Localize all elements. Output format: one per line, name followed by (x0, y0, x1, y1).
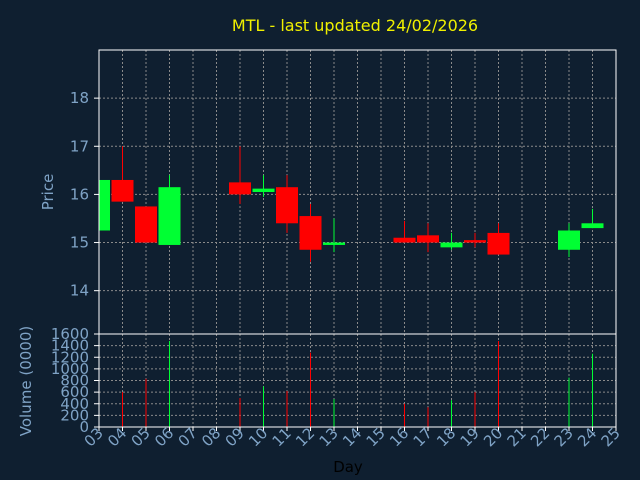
price-candles (98, 146, 604, 262)
candle-body (581, 223, 604, 229)
candle-body (229, 182, 251, 195)
price-y-tick-label: 14 (70, 282, 89, 300)
price-y-ticks: 14 15 16 17 18 (70, 89, 99, 300)
price-y-tick-label: 16 (70, 185, 89, 203)
volume-y-tick-label: 1200 (51, 348, 89, 366)
candle-body (487, 232, 510, 255)
candle-body (299, 216, 322, 250)
volume-axis-label: Volume (0000) (17, 326, 35, 436)
volume-y-tick-label: 1600 (51, 325, 89, 343)
candle-body (417, 235, 439, 243)
candle-body (252, 188, 275, 192)
candle-body (111, 179, 134, 202)
volume-y-tick-label: 0 (79, 418, 89, 436)
volume-y-tick-label: 400 (60, 395, 89, 413)
price-y-tick-label: 17 (70, 137, 89, 155)
price-panel: 14 15 16 17 18 Price (39, 49, 617, 335)
candle-body (323, 242, 345, 245)
price-y-tick-label: 18 (70, 89, 89, 107)
candle-body (276, 187, 298, 224)
volume-y-tick-label: 800 (60, 372, 89, 390)
chart-title: MTL - last updated 24/02/2026 (232, 16, 478, 35)
candle-body (558, 230, 580, 250)
volume-bars (122, 340, 593, 427)
candle-body (135, 206, 157, 243)
candle-body (464, 240, 486, 243)
volume-y-tick-label: 1400 (51, 337, 89, 355)
x-axis-label: Day (333, 458, 363, 476)
candle-body (99, 179, 110, 231)
price-axis-label: Price (39, 174, 57, 211)
candle-body (158, 187, 181, 245)
price-y-tick-label: 15 (70, 234, 89, 252)
volume-y-tick-label: 1000 (51, 360, 89, 378)
candle-body (440, 242, 463, 248)
volume-y-tick-label: 600 (60, 383, 89, 401)
candle-body (393, 237, 416, 243)
x-ticks: 0304050607080910111213141516171819202122… (81, 424, 624, 450)
volume-y-tick-label: 200 (60, 406, 89, 424)
